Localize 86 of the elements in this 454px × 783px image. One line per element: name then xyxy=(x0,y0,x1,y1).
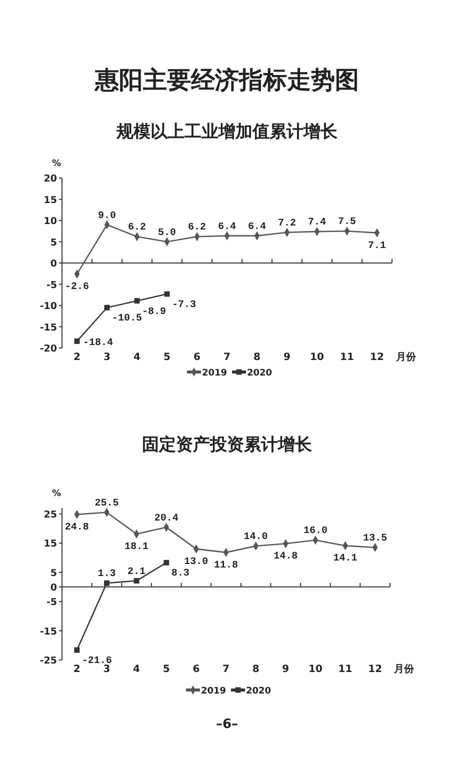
y-tick-label: 15 xyxy=(44,194,57,206)
data-label: -7.3 xyxy=(172,300,196,312)
data-label: 1.3 xyxy=(98,569,116,580)
x-tick-label: 11 xyxy=(338,664,352,675)
y-tick-label: -15 xyxy=(40,322,57,334)
x-tick-label: 6 xyxy=(192,664,200,675)
data-label: 2.1 xyxy=(128,566,146,578)
legend-label: 2020 xyxy=(247,368,272,378)
legend-label: 2019 xyxy=(202,368,228,378)
data-label: 9.0 xyxy=(98,210,116,222)
point xyxy=(164,291,170,297)
y-axis-title: % xyxy=(52,489,62,499)
data-label: 18.1 xyxy=(124,542,149,554)
data-label: 6.4 xyxy=(218,222,236,233)
data-label: 8.3 xyxy=(171,568,190,580)
data-label: 6.2 xyxy=(128,222,146,234)
y-tick-label: -5 xyxy=(46,597,57,608)
x-tick-label: 9 xyxy=(284,352,291,363)
x-tick-label: 5 xyxy=(162,664,170,675)
data-label: -8.9 xyxy=(142,306,166,318)
data-label: 7.5 xyxy=(338,217,356,228)
y-tick-label: -5 xyxy=(46,280,57,291)
data-label: 14.8 xyxy=(274,552,298,563)
data-label: 14.0 xyxy=(244,532,268,543)
point xyxy=(134,298,140,304)
y-tick-label: 20 xyxy=(44,174,58,184)
y-tick-label: 0 xyxy=(50,582,58,594)
point xyxy=(134,578,140,584)
data-label: 14.1 xyxy=(333,554,358,565)
x-tick-label: 3 xyxy=(104,352,111,363)
x-tick-label: 10 xyxy=(310,352,324,363)
x-axis-title: 月份 xyxy=(395,351,417,363)
data-label: 11.8 xyxy=(214,560,238,572)
data-label: 5.0 xyxy=(158,228,176,239)
chart-title: 惠阳主要经济指标走势图 xyxy=(94,66,359,94)
x-tick-label: 8 xyxy=(254,352,261,363)
y-tick-label: 25 xyxy=(44,509,57,520)
data-label: 24.8 xyxy=(64,522,89,534)
y-axis-title: % xyxy=(52,159,62,169)
x-tick-label: 9 xyxy=(282,664,290,675)
data-label: -18.4 xyxy=(83,338,114,350)
point xyxy=(74,647,80,653)
point xyxy=(104,304,110,310)
x-axis-title: 月份 xyxy=(393,663,415,675)
data-label: 25.5 xyxy=(94,498,119,510)
x-tick-label: 2 xyxy=(73,664,80,675)
x-tick-label: 12 xyxy=(370,352,384,363)
x-tick-label: 12 xyxy=(368,664,382,675)
y-tick-label: 10 xyxy=(44,216,58,227)
data-label: -10.5 xyxy=(112,314,142,325)
x-tick-label: 8 xyxy=(252,664,260,675)
x-tick-label: 2 xyxy=(74,352,81,363)
point xyxy=(104,580,110,586)
data-label: 13.5 xyxy=(363,533,388,544)
y-tick-label: 0 xyxy=(50,258,58,270)
y-tick-label: -20 xyxy=(40,344,58,354)
x-tick-label: 6 xyxy=(194,352,201,363)
data-label: -2.6 xyxy=(64,282,90,294)
x-tick-label: 7 xyxy=(224,352,231,363)
data-label: 20.4 xyxy=(154,513,178,524)
y-tick-label: 15 xyxy=(44,538,57,550)
data-label: 7.2 xyxy=(278,218,296,230)
y-tick-label: -25 xyxy=(40,656,57,666)
data-label: 16.0 xyxy=(303,526,328,538)
text: –6– xyxy=(216,717,238,732)
x-tick-label: 7 xyxy=(222,664,230,675)
x-tick-label: 10 xyxy=(308,664,322,675)
x-tick-label: 11 xyxy=(340,352,354,363)
y-tick-label: 5 xyxy=(50,237,57,248)
x-tick-label: 4 xyxy=(134,352,141,363)
data-label: 6.4 xyxy=(248,222,266,233)
chart-title: 固定资产投资累计增长 xyxy=(142,435,313,455)
point xyxy=(164,560,170,566)
legend-label: 2020 xyxy=(246,686,272,696)
data-label: 7.1 xyxy=(368,240,386,252)
data-label: 7.4 xyxy=(308,218,326,229)
point xyxy=(74,338,80,344)
y-tick-label: 5 xyxy=(50,568,57,579)
y-tick-label: -15 xyxy=(40,626,57,638)
data-label: 13.0 xyxy=(184,556,208,568)
legend-label: 2019 xyxy=(201,686,226,696)
x-tick-label: 5 xyxy=(164,352,171,363)
data-label: 6.2 xyxy=(188,222,206,234)
x-tick-label: 4 xyxy=(133,664,140,675)
chart-subtitle: 规模以上工业增加值累计增长 xyxy=(116,122,338,142)
y-tick-label: -10 xyxy=(40,301,58,312)
